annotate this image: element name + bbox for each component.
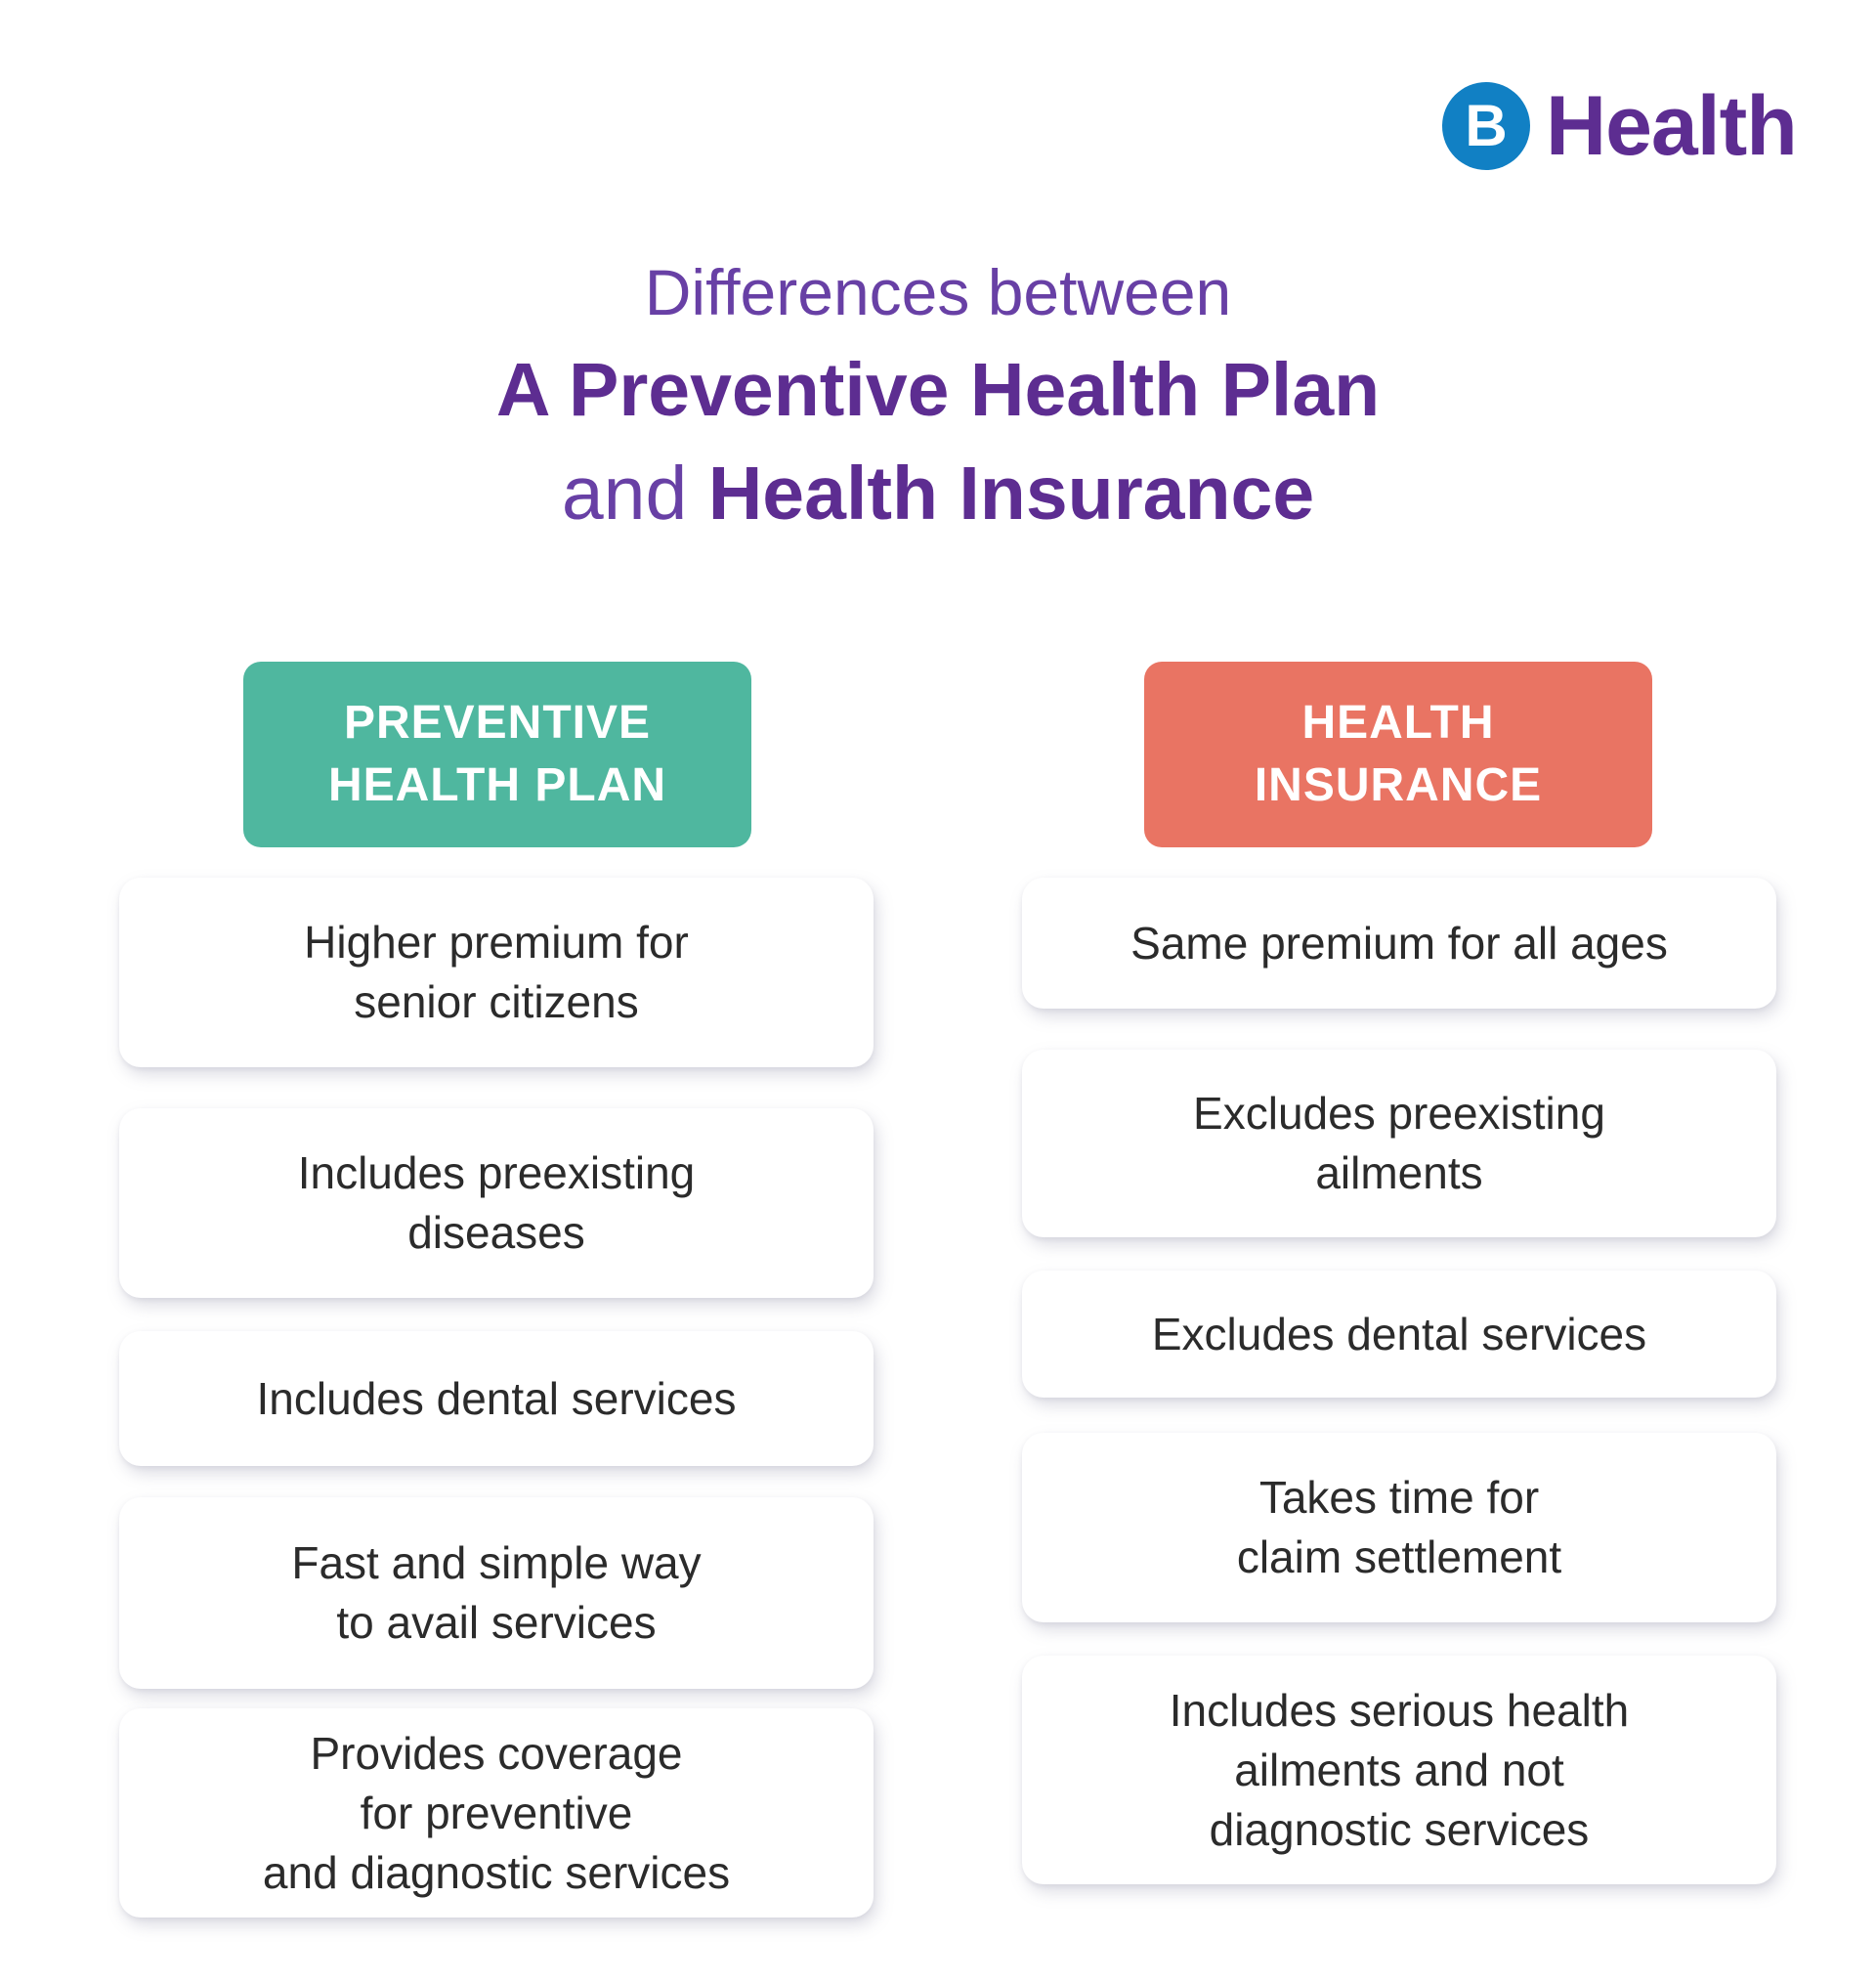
badge-preventive-health-plan: PREVENTIVE HEALTH PLAN	[243, 662, 751, 847]
right-card-5: Includes serious health ailments and not d…	[1022, 1656, 1776, 1884]
brand-logo: B Health	[1442, 79, 1798, 173]
brand-letter: B	[1465, 93, 1508, 158]
left-card-4: Fast and simple way to avail services	[119, 1497, 874, 1689]
right-card-4: Takes time for claim settlement	[1022, 1433, 1776, 1622]
left-card-1: Higher premium for senior citizens	[119, 878, 874, 1067]
title-line-2: A Preventive Health Plan	[495, 348, 1381, 432]
right-card-3: Excludes dental services	[1022, 1271, 1776, 1398]
title-line-3: and Health Insurance	[0, 442, 1876, 545]
title-line-3-prefix: and	[561, 452, 708, 536]
page-title: Differences between A Preventive Health …	[0, 246, 1876, 545]
title-line-1: Differences between	[644, 256, 1232, 328]
left-card-2: Includes preexisting diseases	[119, 1108, 874, 1298]
title-line-3-bold: Health Insurance	[707, 452, 1315, 536]
left-card-3: Includes dental services	[119, 1331, 874, 1466]
badge-health-insurance: HEALTH INSURANCE	[1144, 662, 1652, 847]
left-card-5: Provides coverage for preventive and diagn…	[119, 1708, 874, 1918]
brand-name: Health	[1546, 79, 1798, 173]
right-card-1: Same premium for all ages	[1022, 878, 1776, 1009]
brand-logo-icon: B	[1442, 82, 1530, 170]
right-card-2: Excludes preexisting ailments	[1022, 1050, 1776, 1237]
